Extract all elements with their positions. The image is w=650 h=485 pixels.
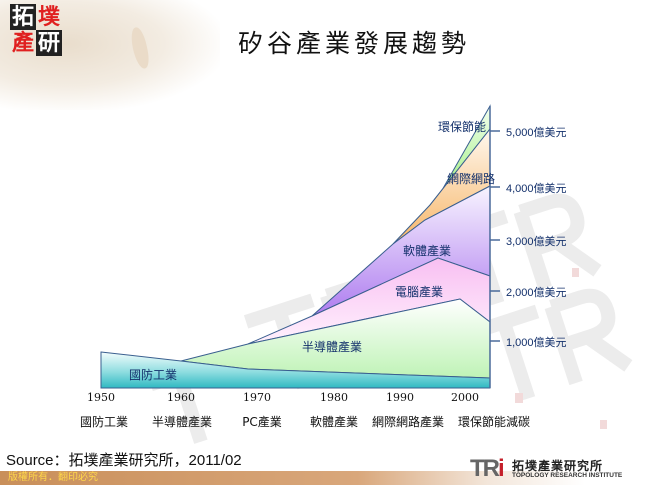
- series-label-computer: 電腦產業: [395, 285, 444, 299]
- series-label-semiconductor: 半導體產業: [302, 340, 363, 354]
- era-label-defense: 國防工業: [79, 415, 129, 429]
- logo-char: 拓: [10, 4, 36, 30]
- x-tick-1960: 1960: [167, 391, 195, 404]
- series-label-green-energy: 環保節能: [438, 120, 487, 134]
- era-label-semiconductor: 半導體產業: [151, 415, 213, 429]
- era-label-green: 環保節能減碳: [457, 415, 531, 429]
- x-tick-1980: 1980: [320, 391, 348, 404]
- series-label-defense: 國防工業: [129, 368, 178, 382]
- brand-name-english: TOPOLOGY RESEARCH INSTITUTE: [512, 472, 623, 479]
- footer-bar: 版權所有．翻印必究: [0, 471, 650, 485]
- tri-mark-tr: TR: [470, 455, 500, 482]
- era-label-pc: PC產業: [242, 415, 282, 429]
- x-tick-1970: 1970: [243, 391, 271, 404]
- page-title: 矽谷產業發展趨勢: [237, 29, 470, 58]
- tri-logo-mark: TRi: [470, 455, 505, 482]
- brand-name-chinese: 拓墣產業研究所: [512, 459, 604, 473]
- brand-logo: 拓 墣 產 研: [10, 4, 62, 56]
- x-tick-1950: 1950: [87, 391, 115, 404]
- era-label-internet: 網際網路產業: [371, 415, 445, 429]
- source-note: Source：拓墣產業研究所，2011/02: [6, 452, 242, 469]
- tri-brand-logo: TRi 拓墣產業研究所 TOPOLOGY RESEARCH INSTITUTE: [470, 456, 645, 482]
- y-tick-label: 5,000億美元: [506, 127, 567, 139]
- logo-char: 研: [36, 30, 62, 56]
- series-label-internet: 網際網路: [447, 172, 496, 186]
- logo-char: 墣: [37, 4, 60, 30]
- y-tick-label: 4,000億美元: [506, 183, 567, 195]
- y-axis-ticks: [490, 130, 500, 342]
- copyright-text: 版權所有．翻印必究: [8, 472, 98, 483]
- era-label-software: 軟體產業: [309, 415, 359, 429]
- logo-char: 產: [11, 30, 34, 56]
- x-tick-2000: 2000: [451, 391, 479, 404]
- y-tick-label: 3,000億美元: [506, 236, 567, 248]
- x-tick-1990: 1990: [386, 391, 414, 404]
- y-tick-label: 1,000億美元: [506, 337, 567, 349]
- tri-mark-i: i: [498, 455, 505, 482]
- y-tick-label: 2,000億美元: [506, 287, 567, 299]
- series-label-software: 軟體產業: [403, 244, 452, 258]
